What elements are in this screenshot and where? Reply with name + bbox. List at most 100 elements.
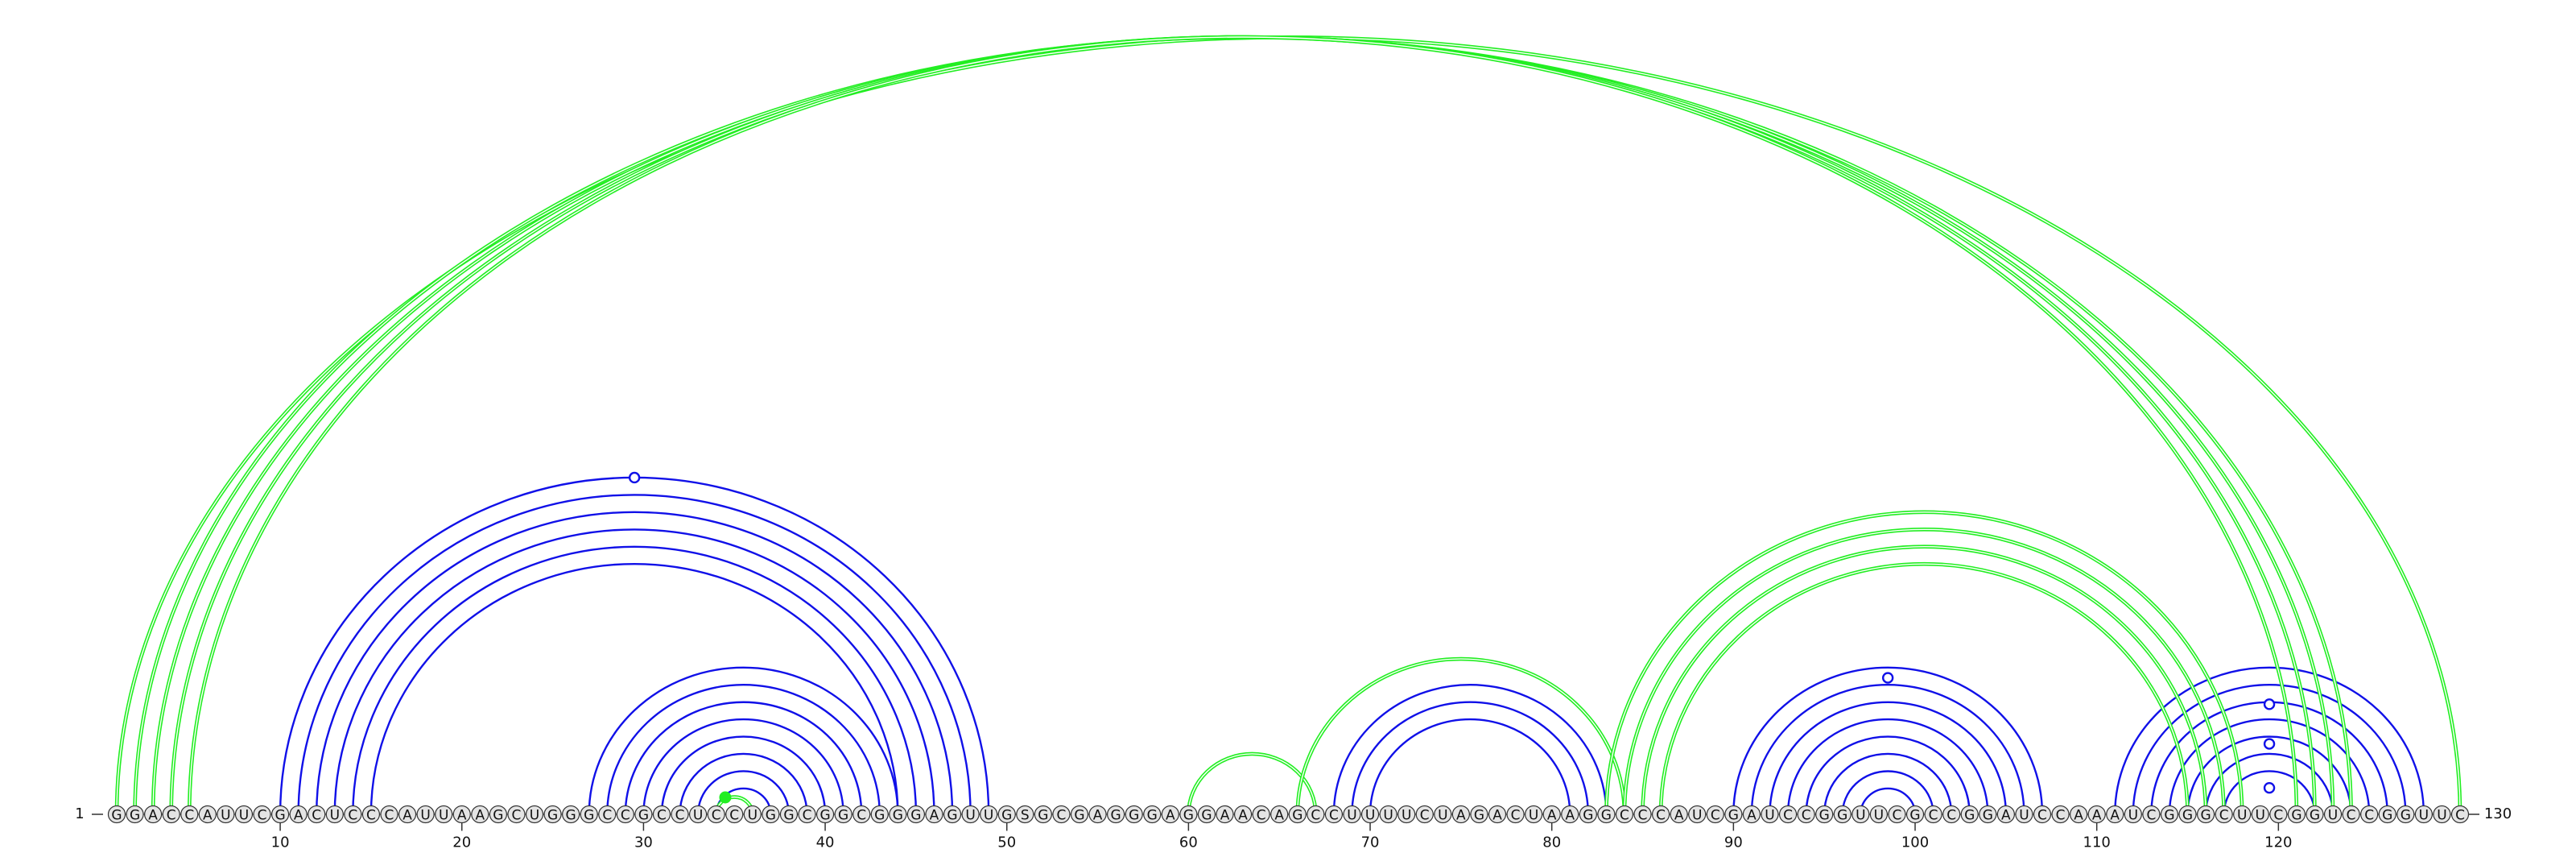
nucleotide-circle xyxy=(2124,805,2142,824)
nucleotide-circle xyxy=(562,805,580,824)
nucleotide-letter: U xyxy=(2328,808,2338,824)
nucleotide-letter: G xyxy=(2164,808,2174,824)
nucleotide-circle xyxy=(1942,805,1961,824)
nucleotide-circle xyxy=(435,805,453,824)
axis-tick-label: 90 xyxy=(1724,834,1743,851)
nucleotide-circle xyxy=(1597,805,1616,824)
nucleotide: C xyxy=(1924,805,1942,824)
nucleotide: U xyxy=(2233,805,2252,824)
nucleotide-circle xyxy=(1688,805,1707,824)
nucleotide-circle xyxy=(543,805,562,824)
nucleotide-circle xyxy=(707,805,725,824)
nucleotide-letter: G xyxy=(1129,808,1139,824)
nucleotide-letter: G xyxy=(1201,808,1212,824)
nucleotide-letter: G xyxy=(874,808,885,824)
nucleotide-circle xyxy=(162,805,180,824)
nucleotide-circle xyxy=(2087,805,2106,824)
nucleotide: U xyxy=(1379,805,1397,824)
nucleotide: C xyxy=(652,805,671,824)
green-pair-arc-outer xyxy=(1604,510,2244,815)
nucleotide: C xyxy=(1615,805,1634,824)
nucleotide-circle xyxy=(2287,805,2306,824)
nucleotide-letter: C xyxy=(1802,808,1811,824)
nucleotide-letter: U xyxy=(1383,808,1393,824)
nucleotide-letter: G xyxy=(2401,808,2411,824)
nucleotide-letter: A xyxy=(1093,808,1103,824)
nucleotide-circle xyxy=(308,805,326,824)
nucleotide-circle xyxy=(1216,805,1234,824)
nucleotide-circle xyxy=(1833,805,1852,824)
nucleotide-circle xyxy=(1360,805,1380,824)
blue-pair-arc xyxy=(1823,752,1953,815)
nucleotide-letter: G xyxy=(1837,808,1847,824)
nucleotide-circle xyxy=(689,805,708,824)
nucleotide-circle xyxy=(2215,805,2233,824)
nucleotide-letter: U xyxy=(530,808,539,824)
nucleotide-circle xyxy=(1161,805,1179,824)
nucleotide-circle xyxy=(416,805,435,824)
nucleotide-letter: C xyxy=(2347,808,2356,824)
nucleotide-circle xyxy=(671,805,689,824)
nucleotide: C xyxy=(671,805,689,824)
nucleotide-letter: C xyxy=(1311,808,1320,824)
nucleotide-circle xyxy=(1343,805,1361,824)
nucleotide: G xyxy=(2287,805,2306,824)
nucleotide-circle xyxy=(2070,805,2088,824)
nucleotide: A xyxy=(1088,805,1107,824)
nucleotide-circle xyxy=(198,805,217,824)
nucleotide-letter: G xyxy=(1601,808,1612,824)
nucleotide: A xyxy=(1996,805,2015,824)
nucleotide-circle xyxy=(1070,805,1089,824)
nucleotide: G xyxy=(1143,805,1162,824)
blue-pair-arc xyxy=(1332,684,1608,815)
nucleotide-circle xyxy=(616,805,634,824)
nucleotide: U xyxy=(743,805,762,824)
nucleotide-letter: C xyxy=(1511,808,1521,824)
nucleotide-letter: G xyxy=(566,808,576,824)
nucleotide: U xyxy=(1525,805,1543,824)
green-arc-marker xyxy=(719,791,732,804)
nucleotide-letter: C xyxy=(258,808,267,824)
nucleotide-letter: C xyxy=(1329,808,1339,824)
nucleotide: G xyxy=(562,805,580,824)
nucleotide-letter: C xyxy=(1420,808,1430,824)
nucleotide: G xyxy=(870,805,889,824)
nucleotide: U xyxy=(2124,805,2142,824)
nucleotide: G xyxy=(489,805,507,824)
nucleotide-letter: U xyxy=(693,808,703,824)
nucleotide-letter: G xyxy=(766,808,776,824)
nucleotide-letter: C xyxy=(2455,808,2465,824)
nucleotide: A xyxy=(144,805,163,824)
nucleotide: C xyxy=(2215,805,2233,824)
nucleotide: C xyxy=(2269,805,2288,824)
nucleotide-circle xyxy=(1052,805,1071,824)
nucleotide-letter: U xyxy=(221,808,230,824)
nucleotide-circle xyxy=(1706,805,1724,824)
nucleotide-letter: C xyxy=(1783,808,1793,824)
nucleotide: C xyxy=(1415,805,1434,824)
nucleotide: G xyxy=(1815,805,1834,824)
nucleotide: U xyxy=(1761,805,1779,824)
nucleotide: G xyxy=(543,805,562,824)
nucleotide: U xyxy=(961,805,980,824)
nucleotide-letter: C xyxy=(385,808,394,824)
nucleotide: G xyxy=(997,805,1016,824)
nucleotide: C xyxy=(507,805,526,824)
nucleotide-circle xyxy=(1724,805,1743,824)
nucleotide: A xyxy=(471,805,489,824)
green-pair-arc-inner xyxy=(135,37,2351,814)
axis-tick-label: 30 xyxy=(634,834,653,851)
nucleotide-letter: C xyxy=(2146,808,2156,824)
nucleotide: G xyxy=(1288,805,1307,824)
base-pair-arcs xyxy=(114,37,2462,815)
nucleotide: C xyxy=(798,805,816,824)
nucleotide-letter: G xyxy=(2182,808,2193,824)
nucleotide-circle xyxy=(471,805,489,824)
nucleotide-letter: U xyxy=(420,808,430,824)
nucleotide: C xyxy=(380,805,398,824)
nucleotide: C xyxy=(707,805,725,824)
nucleotide: G xyxy=(2178,805,2197,824)
nucleotide-circle xyxy=(2106,805,2124,824)
nucleotide-circle xyxy=(906,805,925,824)
nucleotide-letter: C xyxy=(729,808,739,824)
